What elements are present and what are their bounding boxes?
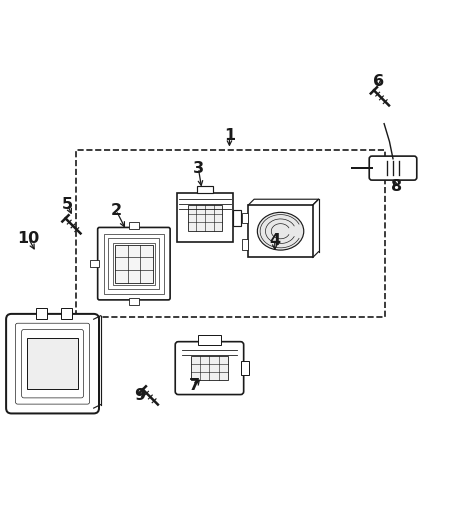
Bar [129, 298, 139, 305]
Bar [188, 205, 222, 231]
FancyBboxPatch shape [175, 342, 243, 395]
Bar [76, 150, 385, 317]
Text: 7: 7 [189, 378, 200, 393]
FancyBboxPatch shape [369, 156, 417, 180]
Bar [197, 187, 213, 193]
Bar [104, 234, 164, 293]
Text: 2: 2 [111, 203, 122, 218]
Bar [129, 222, 139, 229]
Text: 4: 4 [269, 233, 280, 248]
Bar [242, 239, 248, 250]
Bar [241, 361, 248, 375]
Text: 10: 10 [18, 231, 40, 246]
Bar [113, 243, 155, 285]
Bar [61, 308, 72, 319]
Bar [177, 193, 233, 242]
Bar [198, 335, 220, 345]
Text: 3: 3 [193, 160, 204, 176]
Bar [27, 338, 78, 390]
Bar [36, 308, 47, 319]
Text: 5: 5 [62, 197, 73, 212]
Bar [115, 245, 153, 283]
Bar [108, 238, 159, 289]
FancyBboxPatch shape [98, 227, 170, 300]
Bar [233, 210, 241, 226]
Bar [90, 260, 99, 267]
Bar [242, 213, 248, 224]
Text: 8: 8 [391, 179, 402, 194]
FancyBboxPatch shape [6, 314, 99, 413]
Ellipse shape [257, 212, 304, 250]
Bar [191, 356, 228, 380]
Text: 9: 9 [134, 388, 145, 403]
Text: 6: 6 [373, 74, 384, 89]
Text: 1: 1 [224, 128, 235, 143]
Bar [248, 205, 313, 258]
